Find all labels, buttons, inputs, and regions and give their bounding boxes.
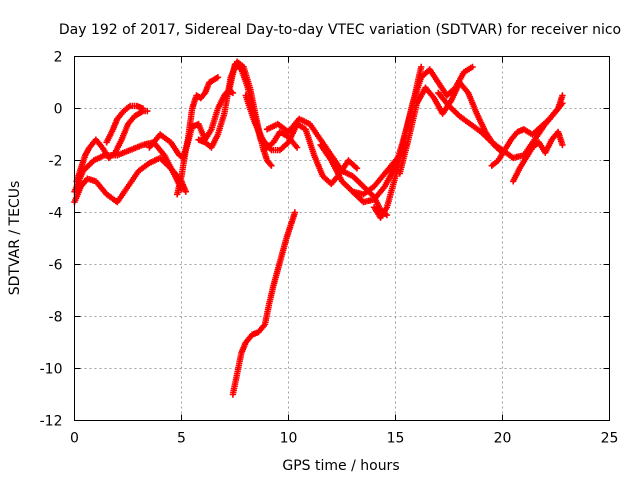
x-tick-label: 25 bbox=[601, 431, 619, 447]
y-tick-label: -6 bbox=[49, 258, 63, 274]
y-axis-title: SDTVAR / TECUs bbox=[7, 181, 23, 296]
series-satellite-arc-18 bbox=[229, 209, 299, 398]
x-tick-label: 20 bbox=[494, 431, 512, 447]
data-series-group bbox=[71, 58, 566, 398]
series-markers bbox=[510, 128, 566, 185]
series-markers bbox=[229, 209, 299, 398]
series-markers bbox=[103, 102, 147, 146]
y-tick-label: 0 bbox=[54, 102, 63, 118]
series-satellite-arc-6 bbox=[174, 87, 237, 198]
series-markers bbox=[73, 107, 151, 185]
x-tick-label: 10 bbox=[280, 431, 298, 447]
x-axis-title: GPS time / hours bbox=[282, 458, 399, 474]
y-tick-label: -10 bbox=[40, 362, 63, 378]
series-satellite-arc-17 bbox=[510, 128, 566, 185]
series-markers bbox=[488, 92, 566, 169]
y-tick-label: -4 bbox=[49, 206, 63, 222]
y-tick-label: -8 bbox=[49, 310, 63, 326]
x-tick-label: 5 bbox=[177, 431, 186, 447]
y-tick-label: -12 bbox=[40, 414, 63, 430]
series-markers bbox=[174, 87, 237, 198]
grid-lines bbox=[74, 56, 610, 421]
y-tick-label: -2 bbox=[49, 154, 63, 170]
x-tick-label: 0 bbox=[70, 431, 79, 447]
plot-frame bbox=[74, 56, 610, 421]
series-satellite-arc-3 bbox=[73, 107, 151, 185]
series-satellite-arc-16 bbox=[488, 92, 566, 169]
chart-title: Day 192 of 2017, Sidereal Day-to-day VTE… bbox=[59, 22, 621, 38]
y-tick-label: 2 bbox=[54, 50, 63, 66]
x-tick-label: 15 bbox=[387, 431, 405, 447]
axis-ticks: 0 5 10 15 20 25 -12 -10 -8 -6 -4 -2 0 2 bbox=[40, 50, 619, 447]
series-satellite-arc-4 bbox=[103, 102, 147, 146]
